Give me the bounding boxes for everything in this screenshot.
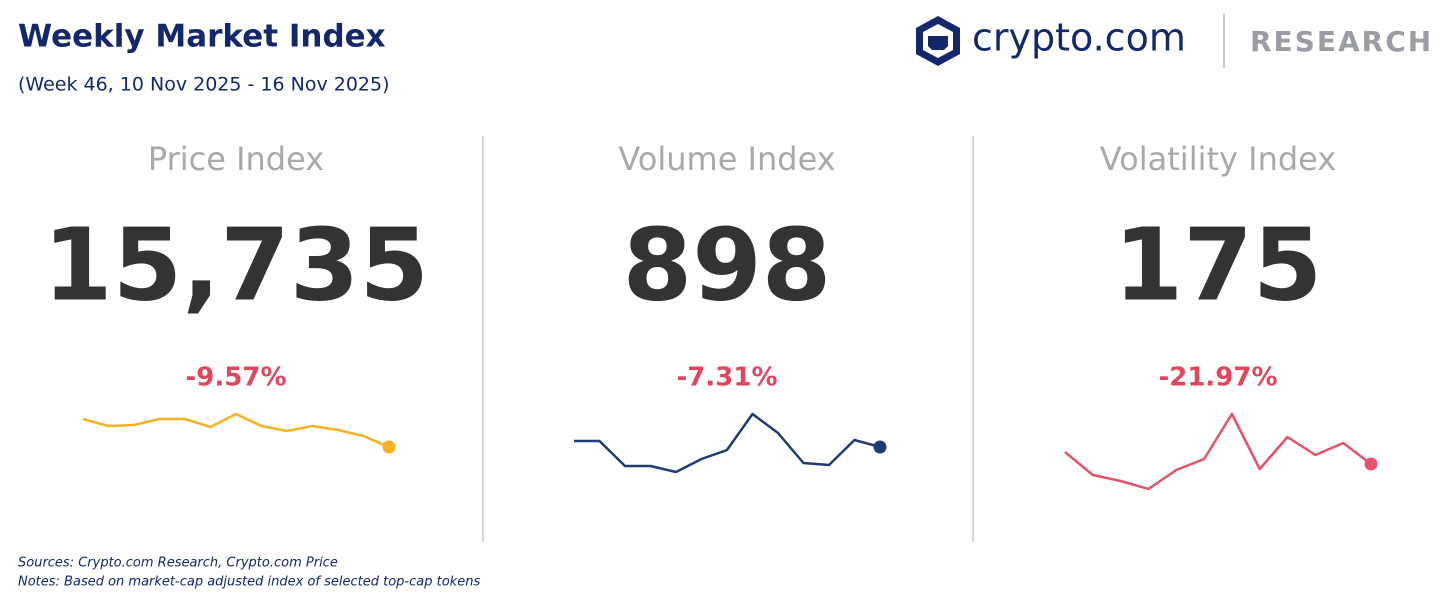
change-value: -21.97% — [1158, 363, 1277, 393]
change-value: -9.57% — [186, 363, 287, 393]
sparkline — [1064, 412, 1372, 491]
card-title: Volume Index — [618, 140, 835, 178]
index-value: 898 — [623, 206, 832, 323]
change-value: -7.31% — [677, 363, 778, 393]
sparkline — [574, 412, 881, 474]
last-point — [1364, 457, 1378, 471]
page-subtitle: (Week 46, 10 Nov 2025 - 16 Nov 2025) — [18, 74, 390, 96]
sparkline — [82, 412, 390, 449]
last-point — [873, 440, 887, 454]
last-point — [382, 440, 396, 454]
sources-note: Sources: Crypto.com Research, Crypto.com… — [18, 556, 338, 571]
index-value: 175 — [1114, 206, 1323, 323]
notes: Notes: Based on market-cap adjusted inde… — [18, 575, 480, 590]
page-title: Weekly Market Index — [18, 19, 386, 55]
logo-text: crypto.com — [972, 16, 1186, 60]
logo-icon — [916, 16, 960, 66]
card-title: Price Index — [148, 140, 324, 178]
logo-sub: RESEARCH — [1250, 25, 1433, 58]
card-title: Volatility Index — [1100, 140, 1336, 178]
index-value: 15,735 — [43, 206, 429, 323]
